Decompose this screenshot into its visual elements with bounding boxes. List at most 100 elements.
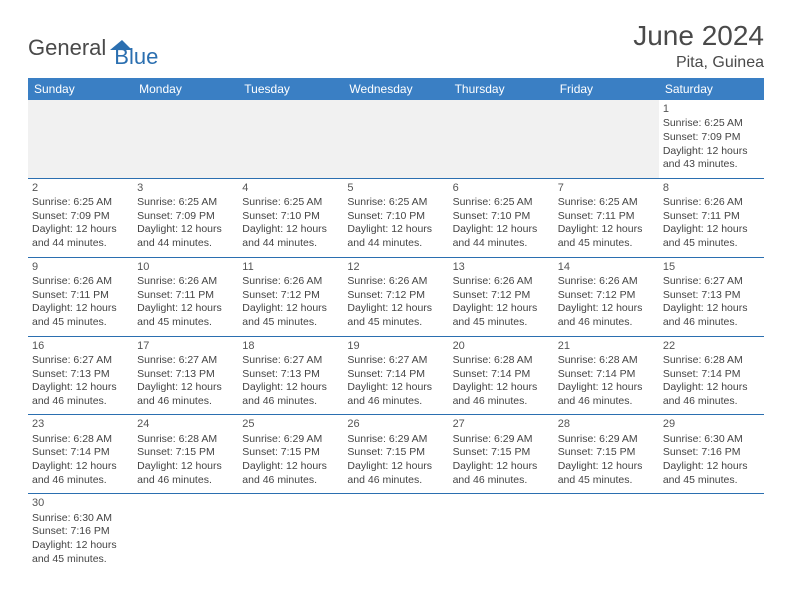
daylight-text: and 46 minutes. xyxy=(663,316,760,330)
day-number: 26 xyxy=(347,417,444,431)
sunset-text: Sunset: 7:14 PM xyxy=(32,446,129,460)
calendar-cell: 29 Sunrise: 6:30 AMSunset: 7:16 PMDayligh… xyxy=(659,415,764,494)
daylight-text: Daylight: 12 hours xyxy=(558,381,655,395)
logo-text-general: General xyxy=(28,35,106,61)
day-number: 24 xyxy=(137,417,234,431)
sunrise-text: Sunrise: 6:25 AM xyxy=(347,196,444,210)
daylight-text: Daylight: 12 hours xyxy=(558,302,655,316)
sunrise-text: Sunrise: 6:30 AM xyxy=(663,433,760,447)
calendar-cell: 8Sunrise: 6:26 AMSunset: 7:11 PMDaylight… xyxy=(659,178,764,257)
daylight-text: and 46 minutes. xyxy=(32,474,129,488)
day-number: 9 xyxy=(32,260,129,274)
calendar-cell: 3Sunrise: 6:25 AMSunset: 7:09 PMDaylight… xyxy=(133,178,238,257)
day-header: Wednesday xyxy=(343,78,448,100)
daylight-text: Daylight: 12 hours xyxy=(558,460,655,474)
sunrise-text: Sunrise: 6:27 AM xyxy=(663,275,760,289)
sunset-text: Sunset: 7:16 PM xyxy=(663,446,760,460)
calendar-cell: 4Sunrise: 6:25 AMSunset: 7:10 PMDaylight… xyxy=(238,178,343,257)
day-number: 30 xyxy=(32,496,129,510)
daylight-text: Daylight: 12 hours xyxy=(663,460,760,474)
sunrise-text: Sunrise: 6:26 AM xyxy=(347,275,444,289)
daylight-text: and 44 minutes. xyxy=(453,237,550,251)
sunrise-text: Sunrise: 6:30 AM xyxy=(32,512,129,526)
day-number: 15 xyxy=(663,260,760,274)
day-number: 2 xyxy=(32,181,129,195)
sunset-text: Sunset: 7:13 PM xyxy=(242,368,339,382)
daylight-text: and 44 minutes. xyxy=(32,237,129,251)
daylight-text: and 45 minutes. xyxy=(32,553,129,567)
sunrise-text: Sunrise: 6:26 AM xyxy=(663,196,760,210)
calendar-cell: 10Sunrise: 6:26 AMSunset: 7:11 PMDayligh… xyxy=(133,257,238,336)
sunset-text: Sunset: 7:11 PM xyxy=(32,289,129,303)
daylight-text: and 46 minutes. xyxy=(347,395,444,409)
calendar-cell xyxy=(238,494,343,572)
sunrise-text: Sunrise: 6:29 AM xyxy=(242,433,339,447)
calendar-table: Sunday Monday Tuesday Wednesday Thursday… xyxy=(28,78,764,572)
daylight-text: Daylight: 12 hours xyxy=(242,460,339,474)
month-title: June 2024 xyxy=(633,20,764,52)
sunrise-text: Sunrise: 6:25 AM xyxy=(453,196,550,210)
sunset-text: Sunset: 7:11 PM xyxy=(558,210,655,224)
calendar-cell: 9Sunrise: 6:26 AMSunset: 7:11 PMDaylight… xyxy=(28,257,133,336)
daylight-text: and 46 minutes. xyxy=(137,395,234,409)
sunset-text: Sunset: 7:16 PM xyxy=(32,525,129,539)
sunset-text: Sunset: 7:15 PM xyxy=(558,446,655,460)
sunrise-text: Sunrise: 6:25 AM xyxy=(137,196,234,210)
sunset-text: Sunset: 7:13 PM xyxy=(137,368,234,382)
day-number: 21 xyxy=(558,339,655,353)
day-number: 4 xyxy=(242,181,339,195)
daylight-text: and 46 minutes. xyxy=(558,316,655,330)
calendar-cell: 19Sunrise: 6:27 AMSunset: 7:14 PMDayligh… xyxy=(343,336,448,415)
calendar-cell xyxy=(343,494,448,572)
daylight-text: and 46 minutes. xyxy=(32,395,129,409)
daylight-text: Daylight: 12 hours xyxy=(242,302,339,316)
daylight-text: and 46 minutes. xyxy=(242,395,339,409)
calendar-cell: 23Sunrise: 6:28 AMSunset: 7:14 PMDayligh… xyxy=(28,415,133,494)
sunset-text: Sunset: 7:12 PM xyxy=(558,289,655,303)
calendar-cell: 21Sunrise: 6:28 AMSunset: 7:14 PMDayligh… xyxy=(554,336,659,415)
day-header-row: Sunday Monday Tuesday Wednesday Thursday… xyxy=(28,78,764,100)
day-number: 8 xyxy=(663,181,760,195)
day-number: 6 xyxy=(453,181,550,195)
sunset-text: Sunset: 7:11 PM xyxy=(663,210,760,224)
daylight-text: and 45 minutes. xyxy=(558,237,655,251)
sunrise-text: Sunrise: 6:25 AM xyxy=(32,196,129,210)
day-number: 29 xyxy=(663,417,760,431)
day-number: 1 xyxy=(663,102,760,116)
day-number: 27 xyxy=(453,417,550,431)
daylight-text: Daylight: 12 hours xyxy=(242,381,339,395)
sunset-text: Sunset: 7:15 PM xyxy=(453,446,550,460)
daylight-text: and 46 minutes. xyxy=(453,474,550,488)
sunset-text: Sunset: 7:15 PM xyxy=(347,446,444,460)
sunrise-text: Sunrise: 6:28 AM xyxy=(558,354,655,368)
calendar-cell: 1Sunrise: 6:25 AMSunset: 7:09 PMDaylight… xyxy=(659,100,764,178)
daylight-text: and 45 minutes. xyxy=(663,474,760,488)
day-number: 7 xyxy=(558,181,655,195)
sunrise-text: Sunrise: 6:28 AM xyxy=(137,433,234,447)
daylight-text: and 45 minutes. xyxy=(558,474,655,488)
daylight-text: and 46 minutes. xyxy=(558,395,655,409)
calendar-cell: 25 Sunrise: 6:29 AMSunset: 7:15 PMDayligh… xyxy=(238,415,343,494)
daylight-text: Daylight: 12 hours xyxy=(558,223,655,237)
calendar-cell xyxy=(238,100,343,178)
daylight-text: Daylight: 12 hours xyxy=(32,381,129,395)
daylight-text: and 45 minutes. xyxy=(137,316,234,330)
day-number: 13 xyxy=(453,260,550,274)
sunset-text: Sunset: 7:15 PM xyxy=(242,446,339,460)
daylight-text: and 45 minutes. xyxy=(242,316,339,330)
day-number: 25 xyxy=(242,417,339,431)
daylight-text: Daylight: 12 hours xyxy=(137,223,234,237)
calendar-cell: 24Sunrise: 6:28 AMSunset: 7:15 PMDayligh… xyxy=(133,415,238,494)
daylight-text: Daylight: 12 hours xyxy=(242,223,339,237)
daylight-text: Daylight: 12 hours xyxy=(663,145,760,159)
daylight-text: Daylight: 12 hours xyxy=(453,223,550,237)
daylight-text: and 43 minutes. xyxy=(663,158,760,172)
sunrise-text: Sunrise: 6:26 AM xyxy=(32,275,129,289)
sunrise-text: Sunrise: 6:27 AM xyxy=(137,354,234,368)
calendar-cell xyxy=(449,494,554,572)
daylight-text: Daylight: 12 hours xyxy=(347,223,444,237)
day-number: 10 xyxy=(137,260,234,274)
daylight-text: and 46 minutes. xyxy=(663,395,760,409)
daylight-text: and 46 minutes. xyxy=(242,474,339,488)
sunset-text: Sunset: 7:12 PM xyxy=(347,289,444,303)
